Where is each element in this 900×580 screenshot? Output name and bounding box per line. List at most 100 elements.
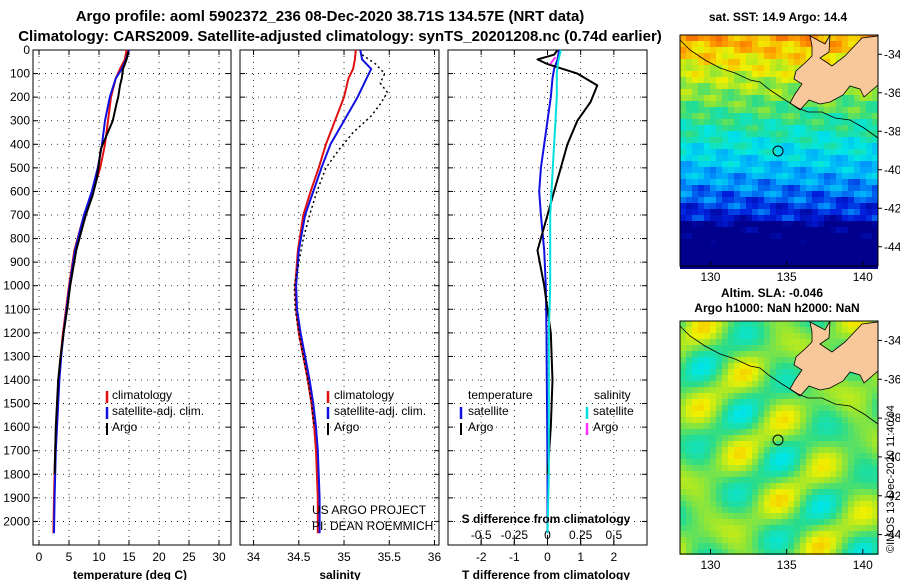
map-cell: [812, 405, 818, 411]
map-cell: [830, 465, 836, 471]
map-cell: [848, 495, 854, 501]
map-cell: [776, 107, 782, 113]
map-cell: [842, 543, 848, 549]
map-cell: [842, 387, 848, 393]
map-cell: [704, 203, 710, 209]
map-cell: [818, 447, 824, 453]
map-cell: [704, 327, 710, 333]
map-cell: [692, 107, 698, 113]
map-cell: [812, 411, 818, 417]
map-cell: [842, 203, 848, 209]
map-cell: [746, 167, 752, 173]
map-cell: [716, 537, 722, 543]
map-cell: [854, 525, 860, 531]
map-cell: [692, 131, 698, 137]
x-tick-label: 130: [700, 270, 720, 284]
map-cell: [710, 435, 716, 441]
map-cell: [830, 513, 836, 519]
map-cell: [782, 83, 788, 89]
map-cell: [740, 333, 746, 339]
map-cell: [764, 369, 770, 375]
temperature-grid: [33, 49, 231, 545]
map-cell: [764, 441, 770, 447]
map-cell: [824, 345, 830, 351]
map-cell: [770, 519, 776, 525]
map-cell: [812, 197, 818, 203]
map-cell: [692, 339, 698, 345]
map-cell: [788, 405, 794, 411]
map-cell: [686, 531, 692, 537]
map-cell: [782, 257, 788, 263]
map-cell: [830, 453, 836, 459]
map-cell: [782, 53, 788, 59]
map-cell: [710, 185, 716, 191]
map-cell: [686, 257, 692, 263]
map-cell: [836, 143, 842, 149]
map-cell: [776, 345, 782, 351]
map-cell: [734, 327, 740, 333]
map-cell: [812, 513, 818, 519]
map-cell: [782, 387, 788, 393]
map-cell: [680, 209, 686, 215]
map-cell: [698, 333, 704, 339]
map-cell: [800, 333, 806, 339]
map-cell: [860, 215, 866, 221]
map-cell: [758, 173, 764, 179]
map-cell: [686, 47, 692, 53]
difference-grid: [448, 49, 647, 545]
map-cell: [704, 453, 710, 459]
map-cell: [692, 447, 698, 453]
map-cell: [782, 221, 788, 227]
map-cell: [752, 233, 758, 239]
map-cell: [782, 89, 788, 95]
map-cell: [710, 507, 716, 513]
map-cell: [710, 375, 716, 381]
map-cell: [854, 251, 860, 257]
map-cell: [866, 137, 872, 143]
map-cell: [872, 513, 878, 519]
map-cell: [836, 471, 842, 477]
map-cell: [692, 41, 698, 47]
map-cell: [818, 501, 824, 507]
s-tick-label: 0.25: [569, 528, 593, 542]
sla-map-title: Altim. SLA: -0.046: [721, 286, 823, 300]
map-cell: [776, 173, 782, 179]
credit-pi: PI: DEAN ROEMMICH: [312, 519, 433, 533]
s-tick-label: -0.25: [501, 528, 529, 542]
map-cell: [800, 185, 806, 191]
map-cell: [722, 423, 728, 429]
map-cell: [752, 167, 758, 173]
map-cell: [740, 465, 746, 471]
map-cell: [692, 459, 698, 465]
map-cell: [800, 197, 806, 203]
map-cell: [716, 179, 722, 185]
map-cell: [764, 197, 770, 203]
map-cell: [722, 489, 728, 495]
map-cell: [848, 113, 854, 119]
map-cell: [770, 405, 776, 411]
map-cell: [782, 125, 788, 131]
map-cell: [764, 209, 770, 215]
map-cell: [764, 53, 770, 59]
map-cell: [728, 125, 734, 131]
map-cell: [758, 549, 764, 555]
map-cell: [734, 345, 740, 351]
map-cell: [776, 191, 782, 197]
map-cell: [686, 417, 692, 423]
map-cell: [680, 239, 686, 245]
map-cell: [692, 537, 698, 543]
map-cell: [776, 155, 782, 161]
map-cell: [836, 203, 842, 209]
map-cell: [794, 501, 800, 507]
map-cell: [746, 411, 752, 417]
map-cell: [704, 441, 710, 447]
map-cell: [818, 125, 824, 131]
map-cell: [752, 519, 758, 525]
map-cell: [806, 143, 812, 149]
map-cell: [698, 191, 704, 197]
map-cell: [704, 477, 710, 483]
map-cell: [806, 519, 812, 525]
map-cell: [734, 489, 740, 495]
map-cell: [680, 107, 686, 113]
map-cell: [710, 411, 716, 417]
